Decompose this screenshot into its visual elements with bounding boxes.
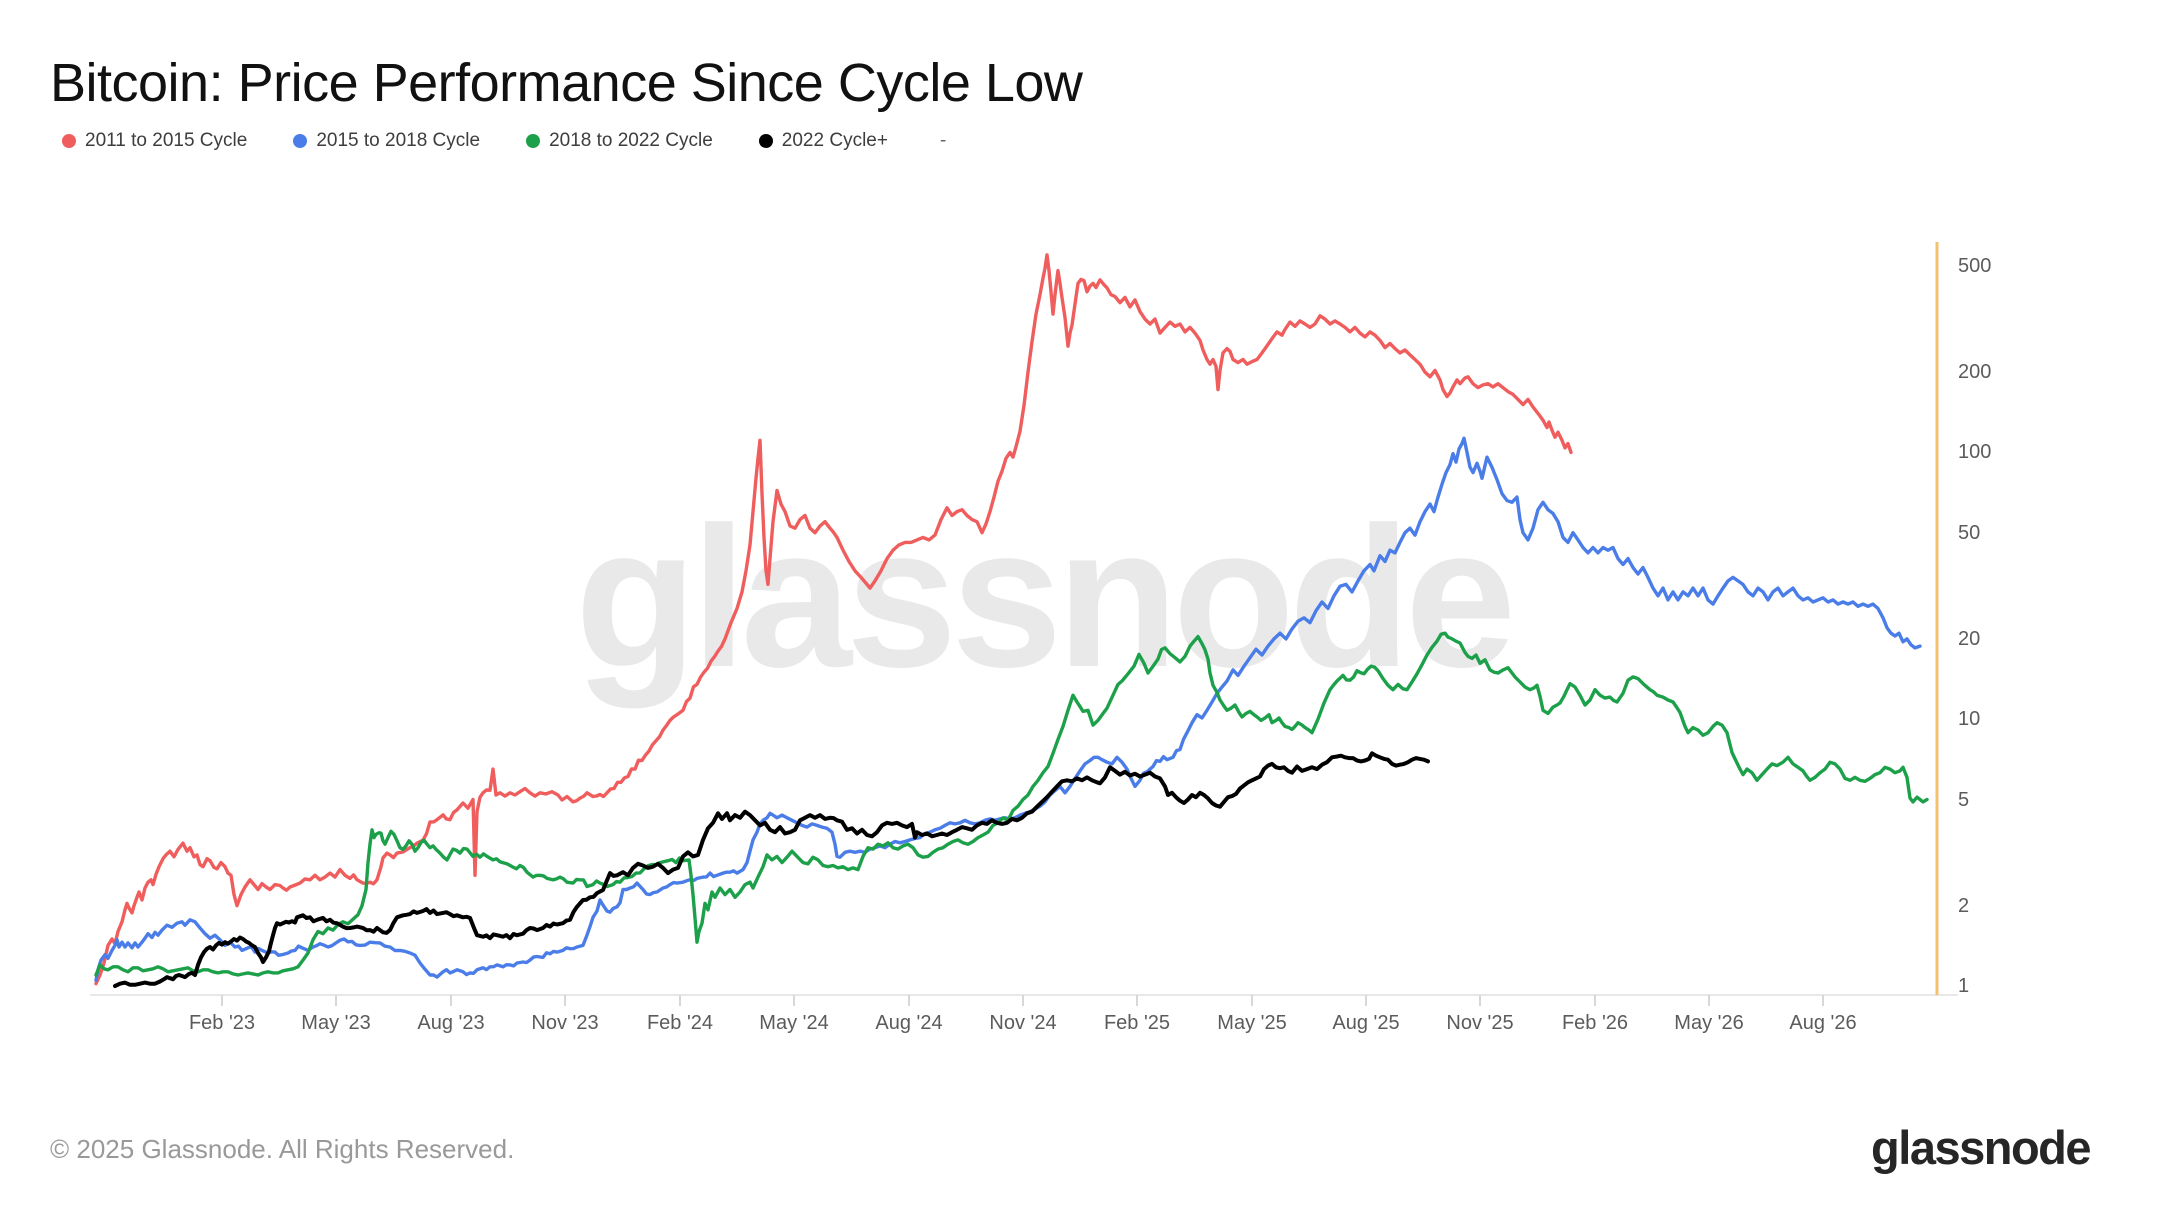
series-line-3 — [94, 631, 1929, 977]
legend-dot-icon — [758, 134, 773, 148]
legend-item-label: 2011 to 2015 Cycle — [85, 130, 248, 151]
legend-dot-icon — [526, 134, 541, 148]
legend-item-2018-2022-cycle[interactable]: 2018 to 2022 Cycle — [526, 130, 713, 152]
y-axis-label: 200 — [1958, 361, 1992, 384]
legend-empty-label: - — [939, 130, 947, 151]
x-axis-label: Feb '24 — [646, 1012, 714, 1034]
y-axis-label: 20 — [1958, 627, 1981, 650]
x-axis-label: Feb '23 — [188, 1012, 256, 1034]
x-axis-label: Nov '24 — [989, 1012, 1057, 1034]
x-axis-label: Aug '23 — [417, 1012, 485, 1034]
y-axis-label: 100 — [1958, 441, 1992, 464]
y-axis-label: 500 — [1958, 254, 1992, 277]
x-axis-label: Nov '23 — [531, 1012, 599, 1034]
x-axis-label: Feb '26 — [1561, 1012, 1629, 1034]
x-axis-label: May '26 — [1674, 1012, 1744, 1034]
x-axis-label: May '24 — [759, 1012, 829, 1034]
y-axis-label: 5 — [1958, 788, 1970, 811]
legend: 2011 to 2015 Cycle 2015 to 2018 Cycle 20… — [62, 130, 946, 152]
legend-item-2022-cycle-plus[interactable]: 2022 Cycle+ — [758, 130, 888, 152]
page-title: Bitcoin: Price Performance Since Cycle L… — [50, 53, 1083, 113]
legend-dot-icon — [62, 134, 76, 148]
y-axis-label: 50 — [1958, 521, 1981, 544]
y-axis-label: 2 — [1958, 894, 1970, 917]
legend-item-label: 2022 Cycle+ — [781, 130, 888, 151]
glassnode-logo: glassnode — [1871, 1121, 2091, 1174]
series-line-4 — [113, 751, 1430, 988]
legend-item-2015-2018-cycle[interactable]: 2015 to 2018 Cycle — [293, 130, 480, 152]
copyright-text: © 2025 Glassnode. All Rights Reserved. — [50, 1134, 515, 1164]
legend-dot-icon — [293, 134, 308, 148]
x-axis-label: Aug '25 — [1332, 1012, 1400, 1034]
series-line-2 — [94, 436, 1922, 982]
x-axis-label: Aug '26 — [1789, 1012, 1857, 1034]
y-axis-label: 10 — [1958, 708, 1981, 731]
legend-item-empty[interactable]: - — [934, 130, 946, 152]
series-line-1 — [94, 253, 1573, 986]
x-axis-label: May '25 — [1217, 1012, 1287, 1034]
x-axis-label: May '23 — [301, 1012, 371, 1034]
legend-item-2011-2015-cycle[interactable]: 2011 to 2015 Cycle — [62, 130, 247, 152]
y-axis-label: 1 — [1958, 975, 1970, 997]
legend-item-label: 2015 to 2018 Cycle — [316, 130, 481, 151]
x-axis-label: Nov '25 — [1446, 1012, 1514, 1034]
legend-item-label: 2018 to 2022 Cycle — [549, 130, 713, 151]
x-axis-label: Feb '25 — [1103, 1012, 1171, 1034]
x-axis-label: Aug '24 — [875, 1012, 943, 1034]
